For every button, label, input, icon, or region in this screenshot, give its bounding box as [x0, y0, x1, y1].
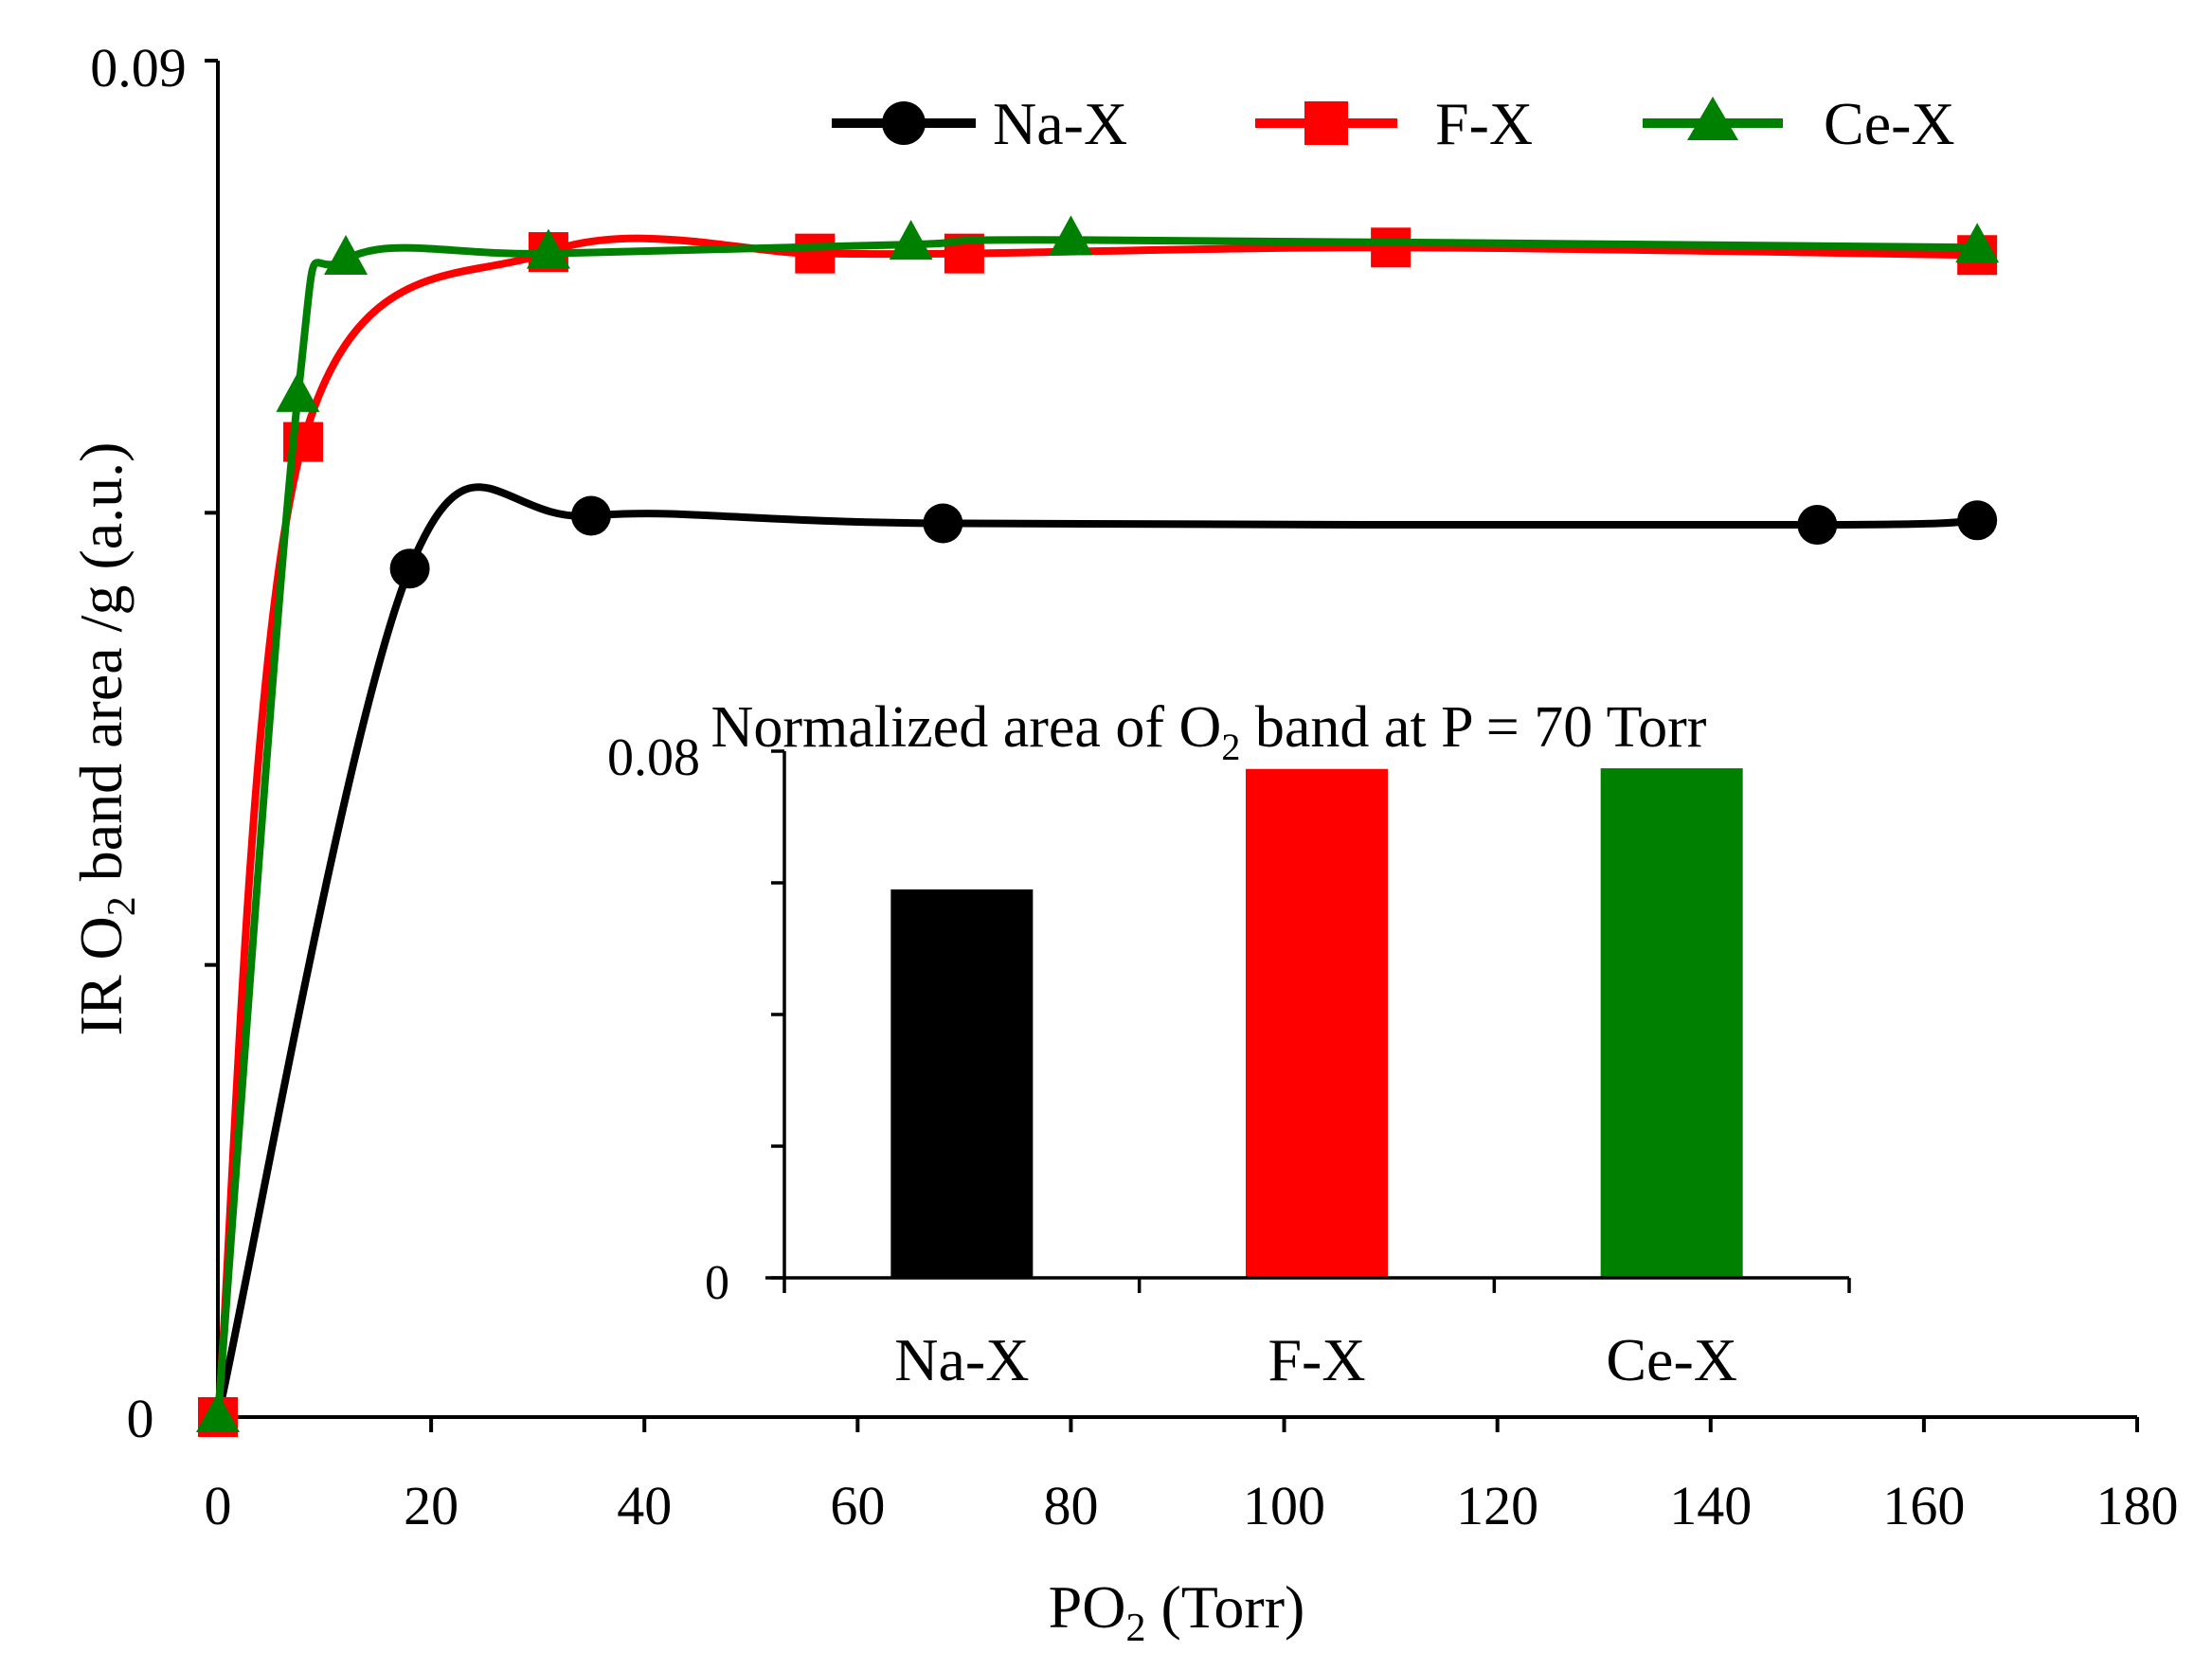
series-line-na-x: [214, 483, 1978, 1418]
main-y-axis-title: IR O2 band area /g (a.u.): [67, 442, 144, 1036]
data-point-na-x: [389, 548, 430, 589]
data-point-ce-x: [276, 371, 320, 412]
main-chart: 0 20 40 60 80 100 120 140 160 180 0.09 0 PO2 (Tor…: [67, 37, 2179, 1650]
data-point-ce-x: [526, 228, 570, 269]
inset-category-label-ce-x: Ce-X: [1606, 1326, 1737, 1393]
main-y-ticks: [205, 59, 218, 1419]
data-point-f-x: [1371, 227, 1412, 268]
main-x-ticks: 0 20 40 60 80 100 120 140 160 180: [205, 1417, 2179, 1536]
inset-title: Normalized area of O2 band at P = 70 Tor…: [711, 695, 1707, 768]
main-x-tick-label: 100: [1243, 1475, 1325, 1536]
data-point-ce-x: [1955, 223, 2000, 263]
data-point-na-x: [1797, 505, 1838, 546]
inset-y-tick-label-bottom: 0: [705, 1256, 729, 1310]
legend-marker-na-x: [882, 101, 926, 145]
data-point-ce-x: [196, 1392, 240, 1432]
legend-entry-ce-x: Ce-X: [1643, 90, 1955, 157]
main-legend: Na-X F-X Ce-X: [832, 90, 1955, 157]
series-line-ce-x: [214, 236, 1978, 1418]
main-x-tick-label: 120: [1456, 1475, 1538, 1536]
main-x-tick-label: 80: [1043, 1475, 1098, 1536]
series-ce-x: [196, 215, 2000, 1432]
main-x-tick-label: 0: [205, 1475, 232, 1536]
main-x-tick-label: 160: [1882, 1475, 1965, 1536]
data-point-na-x: [570, 495, 611, 536]
inset-ticks: [771, 749, 1851, 1293]
legend-label-ce-x: Ce-X: [1824, 90, 1955, 157]
legend-label-f-x: F-X: [1435, 90, 1533, 157]
inset-bar-ce-x: [1600, 768, 1743, 1278]
data-point-ce-x: [889, 220, 933, 260]
data-point-f-x: [795, 233, 836, 274]
legend-marker-f-x: [1304, 101, 1348, 145]
data-point-na-x: [923, 503, 963, 544]
legend-entry-na-x: Na-X: [832, 90, 1127, 157]
inset-category-label-f-x: F-X: [1268, 1326, 1365, 1393]
main-x-tick-label: 180: [2096, 1475, 2179, 1536]
data-point-ce-x: [1049, 215, 1093, 256]
main-y-tick-label-bottom: 0: [127, 1388, 154, 1449]
main-x-tick-label: 60: [830, 1475, 885, 1536]
data-point-ce-x: [324, 235, 369, 276]
inset-category-label-na-x: Na-X: [894, 1326, 1029, 1393]
inset-y-tick-label-top: 0.08: [607, 728, 700, 787]
main-x-tick-label: 20: [404, 1475, 459, 1536]
main-series-group: [196, 215, 2000, 1437]
main-x-tick-label: 140: [1669, 1475, 1752, 1536]
main-x-tick-label: 40: [617, 1475, 672, 1536]
inset-bar-na-x: [890, 889, 1034, 1278]
legend-marker-ce-x: [1687, 97, 1738, 140]
main-x-axis-title: PO2 (Torr): [1049, 1573, 1305, 1650]
main-y-tick-label-top: 0.09: [90, 37, 187, 99]
legend-label-na-x: Na-X: [993, 90, 1127, 157]
inset-category-labels: Na-X F-X Ce-X: [894, 1326, 1737, 1393]
data-point-na-x: [1957, 500, 1998, 541]
inset-bar-chart: Normalized area of O2 band at P = 70 Tor…: [607, 695, 1852, 1393]
legend-entry-f-x: F-X: [1255, 90, 1533, 157]
main-axes: 0 20 40 60 80 100 120 140 160 180: [205, 59, 2179, 1536]
inset-bar-f-x: [1246, 768, 1388, 1278]
inset-bars-group: [890, 768, 1743, 1278]
